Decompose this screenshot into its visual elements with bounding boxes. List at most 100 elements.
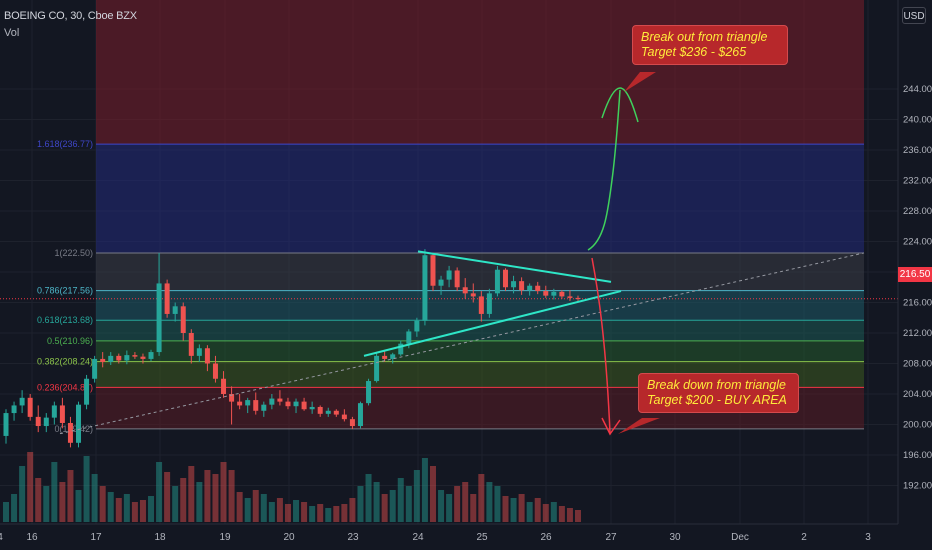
candle-body[interactable] (317, 406, 323, 414)
candle-body[interactable] (406, 331, 412, 344)
candle-body[interactable] (527, 285, 533, 291)
candle-body[interactable] (51, 405, 57, 418)
candle-body[interactable] (92, 358, 98, 379)
candle-body[interactable] (19, 397, 25, 406)
candle-body[interactable] (245, 400, 251, 406)
candle-body[interactable] (454, 270, 460, 288)
candle-body[interactable] (341, 414, 347, 420)
volume-bar (349, 498, 356, 522)
candle-body[interactable] (422, 255, 428, 321)
candle-body[interactable] (212, 363, 218, 379)
candle-body[interactable] (35, 416, 41, 427)
candle-body[interactable] (67, 422, 73, 443)
candle-body[interactable] (172, 306, 178, 314)
candle-body[interactable] (478, 296, 484, 314)
volume-label[interactable]: Vol (4, 27, 20, 39)
candle-body[interactable] (221, 378, 227, 394)
candle-body[interactable] (84, 378, 90, 405)
volume-bar (510, 498, 517, 522)
volume-bar (381, 494, 388, 522)
candle-body[interactable] (124, 355, 130, 361)
volume-bar (486, 482, 493, 522)
currency-button[interactable]: USD (902, 7, 926, 24)
candle-body[interactable] (535, 285, 541, 292)
breakdown-line2: Target $200 - BUY AREA (647, 393, 787, 407)
candle-body[interactable] (229, 394, 235, 402)
candle-body[interactable] (237, 401, 243, 406)
candle-body[interactable] (462, 287, 468, 294)
candle-body[interactable] (349, 419, 355, 427)
volume-bar (3, 502, 9, 522)
candle-body[interactable] (382, 355, 388, 359)
price-tick-label: 200.00 (903, 420, 932, 431)
candle-body[interactable] (357, 403, 363, 427)
candle-body[interactable] (140, 356, 146, 359)
candle-body[interactable] (559, 291, 565, 297)
candle-body[interactable] (301, 401, 307, 410)
candle-body[interactable] (285, 401, 291, 407)
candle-body[interactable] (390, 354, 396, 359)
triangle-lower-line[interactable] (363, 290, 622, 357)
volume-bar (357, 486, 364, 522)
candle-body[interactable] (293, 401, 299, 407)
candle-body[interactable] (438, 279, 444, 286)
candle-body[interactable] (132, 355, 138, 357)
candle-body[interactable] (116, 355, 122, 361)
candle-body[interactable] (277, 398, 283, 402)
candle-body[interactable] (551, 291, 557, 296)
candle-body[interactable] (100, 358, 106, 362)
symbol-title[interactable]: BOEING CO, 30, Cboe BZX (4, 10, 137, 22)
candle-body[interactable] (180, 306, 186, 333)
candle-body[interactable] (486, 293, 492, 314)
volume-bar (83, 456, 90, 522)
candle-body[interactable] (253, 400, 259, 411)
candle-body[interactable] (567, 296, 573, 298)
volume-bar (139, 500, 146, 522)
candle-body[interactable] (148, 352, 154, 359)
candle-body[interactable] (333, 410, 339, 415)
candle-body[interactable] (446, 270, 452, 280)
candle-body[interactable] (11, 405, 17, 414)
candle-body[interactable] (325, 410, 331, 414)
candle-body[interactable] (188, 333, 194, 356)
candle-body[interactable] (430, 255, 436, 286)
volume-bar (115, 498, 122, 522)
candle-body[interactable] (196, 348, 202, 356)
candle-body[interactable] (76, 404, 82, 443)
candle-body[interactable] (374, 355, 380, 382)
candle-body[interactable] (156, 283, 162, 353)
volume-bar (35, 478, 42, 522)
candle-body[interactable] (164, 283, 170, 314)
candle-body[interactable] (59, 405, 65, 423)
candle-body[interactable] (366, 381, 372, 404)
candle-body[interactable] (519, 281, 525, 291)
volume-bar (11, 494, 18, 522)
triangle-upper-line[interactable] (417, 250, 612, 283)
volume-bar (365, 474, 372, 522)
candle-body[interactable] (43, 417, 49, 427)
candle-body[interactable] (575, 297, 581, 299)
candle-body[interactable] (261, 404, 267, 411)
candle-body[interactable] (494, 269, 500, 294)
candle-body[interactable] (543, 291, 549, 296)
candle-body[interactable] (502, 269, 508, 288)
time-tick-label: Dec (731, 532, 749, 543)
candle-body[interactable] (204, 348, 210, 364)
time-tick-label: 18 (154, 532, 166, 543)
candle-body[interactable] (108, 355, 114, 362)
volume-bar (373, 482, 380, 522)
volume-bar (196, 482, 203, 522)
candle-body[interactable] (269, 398, 275, 405)
candle-body[interactable] (309, 406, 315, 410)
price-tick-label: 236.00 (903, 145, 932, 156)
candle-body[interactable] (398, 343, 404, 355)
candle-body[interactable] (3, 413, 9, 436)
candle-body[interactable] (511, 281, 517, 288)
candle-body[interactable] (470, 293, 476, 297)
long-trend-line[interactable] (59, 252, 865, 435)
volume-bar (429, 466, 436, 522)
candle-body[interactable] (27, 397, 33, 417)
candle-body[interactable] (414, 320, 420, 332)
volume-bar (212, 474, 219, 522)
